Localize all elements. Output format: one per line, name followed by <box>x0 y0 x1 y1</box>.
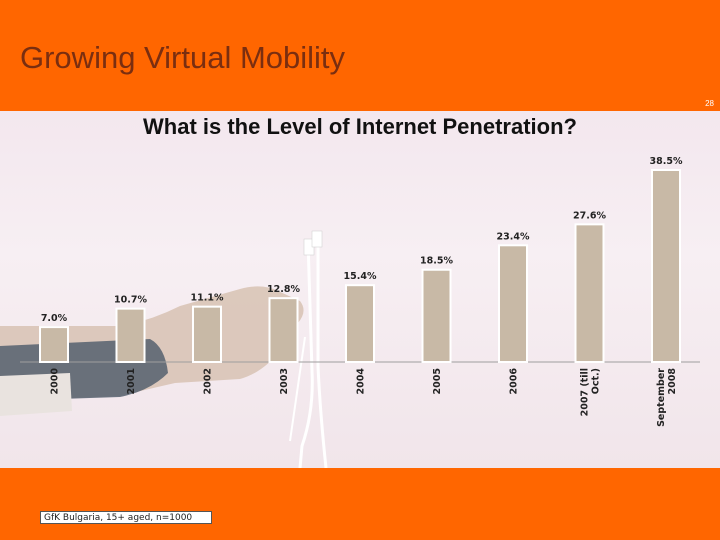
value-label: 12.8% <box>267 284 300 295</box>
chart-title: What is the Level of Internet Penetratio… <box>143 114 577 139</box>
category-label: 2004 <box>356 368 367 395</box>
category-label: 2005 <box>432 368 443 394</box>
category-label: 2003 <box>279 368 290 394</box>
slide-title: Growing Virtual Mobility <box>20 40 346 75</box>
bar-2002 <box>192 305 222 364</box>
bar-2005 <box>421 268 452 364</box>
value-label: 7.0% <box>41 313 68 324</box>
category-label: September2008 <box>656 368 678 427</box>
category-label: 2006 <box>509 368 520 395</box>
category-label: 2002 <box>203 368 214 394</box>
bar-2001 <box>115 307 146 363</box>
value-label: 10.7% <box>114 295 147 306</box>
value-label: 38.5% <box>650 156 683 167</box>
value-label: 15.4% <box>344 271 377 282</box>
value-label: 27.6% <box>573 210 606 221</box>
source-note: GfK Bulgaria, 15+ aged, n=1000 <box>40 511 212 524</box>
category-label: 2007 (tillOct.) <box>580 368 602 416</box>
bar-2007-till-oct <box>574 223 605 363</box>
bar-2004 <box>345 284 375 364</box>
bar-2003 <box>268 297 299 363</box>
category-label: 2001 <box>126 368 137 394</box>
value-label: 11.1% <box>191 293 224 304</box>
bar-september-2008 <box>651 169 681 363</box>
category-label: 2000 <box>50 368 61 395</box>
value-label: 18.5% <box>420 256 453 267</box>
value-label: 23.4% <box>497 231 530 242</box>
bar-2000 <box>39 326 69 364</box>
header-band <box>0 0 720 110</box>
bar-2006 <box>498 244 528 363</box>
footer-band <box>0 468 720 540</box>
slide-number: 28 <box>705 99 714 108</box>
